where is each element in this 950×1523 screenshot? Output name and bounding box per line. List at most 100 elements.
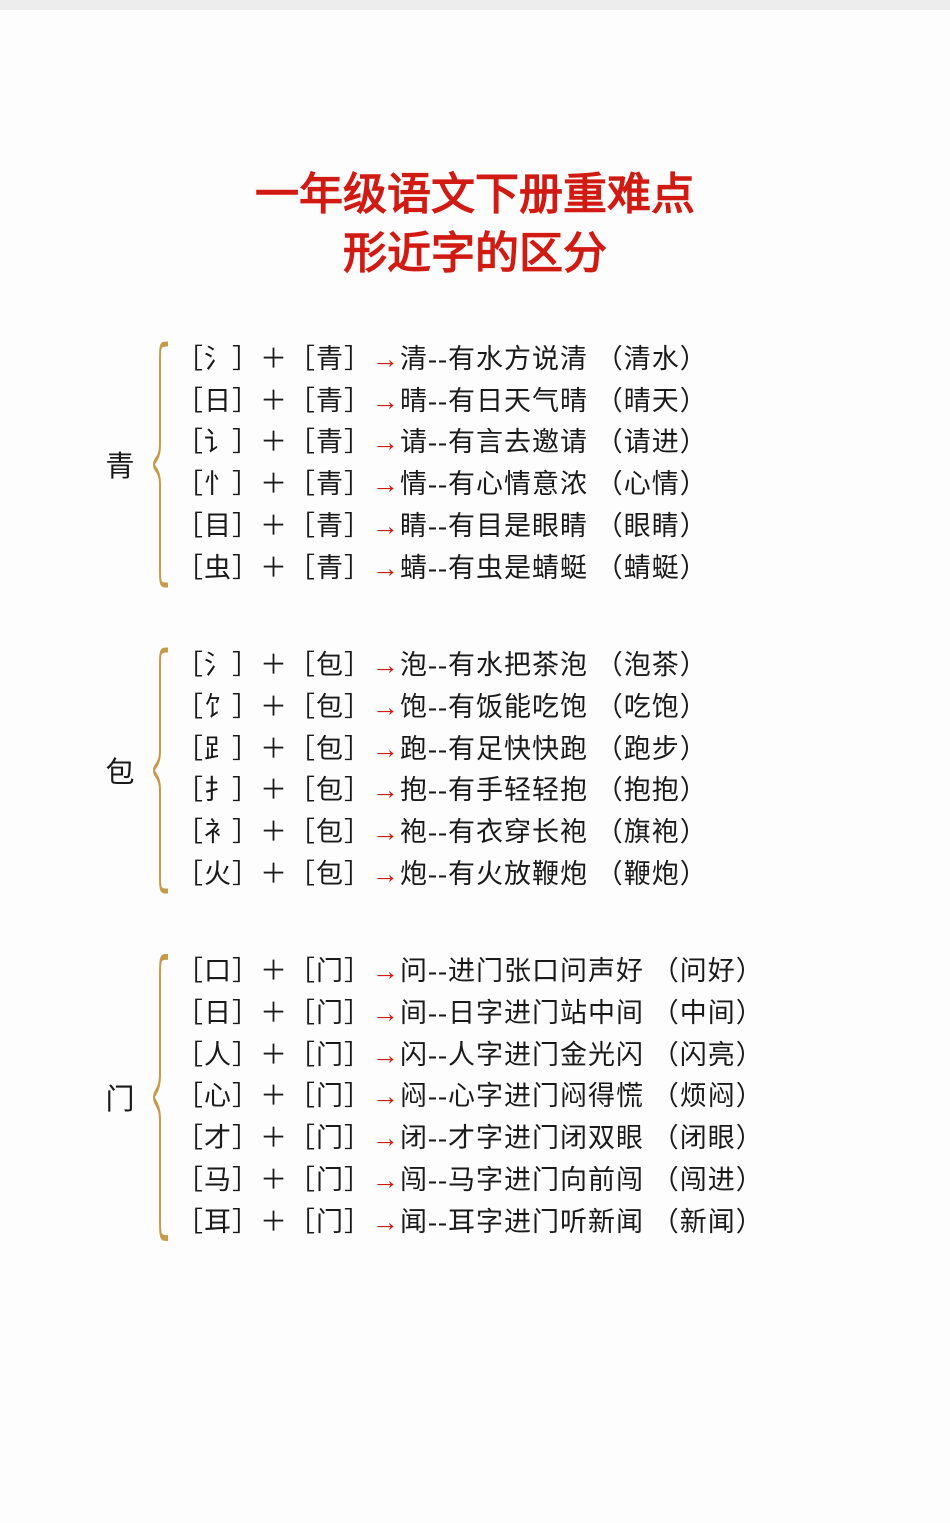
mnemonic-phrase: 进门张口问声好 — [448, 956, 644, 986]
char-row: ［⻊］＋［包］→跑--有足快快跑 （跑步） — [176, 729, 708, 771]
result-char: 闪 — [400, 1040, 428, 1070]
mnemonic-phrase: 有目是眼睛 — [448, 511, 588, 541]
arrow-icon: → — [372, 427, 400, 457]
base-char: 青 — [316, 511, 344, 541]
example-word: （抱抱） — [596, 775, 708, 805]
radical: 忄 — [204, 469, 232, 499]
title-line-1: 一年级语文下册重难点 — [80, 165, 870, 224]
example-word: （闪亮） — [652, 1040, 764, 1070]
arrow-icon: → — [372, 511, 400, 541]
arrow-icon: → — [372, 859, 400, 889]
result-char: 炮 — [400, 859, 428, 889]
top-bar — [0, 0, 950, 10]
radical: 人 — [204, 1040, 232, 1070]
base-char: 门 — [316, 1207, 344, 1237]
char-row: ［火］＋［包］→炮--有火放鞭炮 （鞭炮） — [176, 854, 708, 896]
example-word: （晴天） — [596, 386, 708, 416]
result-char: 情 — [400, 469, 428, 499]
arrow-icon: → — [372, 650, 400, 680]
char-row: ［日］＋［门］→间--日字进门站中间 （中间） — [176, 993, 764, 1035]
example-word: （跑步） — [596, 734, 708, 764]
result-char: 蜻 — [400, 553, 428, 583]
mnemonic-phrase: 人字进门金光闪 — [448, 1040, 644, 1070]
mnemonic-phrase: 马字进门向前闯 — [448, 1165, 644, 1195]
mnemonic-phrase: 耳字进门听新闻 — [448, 1207, 644, 1237]
char-row: ［饣］＋［包］→饱--有饭能吃饱 （吃饱） — [176, 687, 708, 729]
char-row: ［口］＋［门］→问--进门张口问声好 （问好） — [176, 951, 764, 993]
example-word: （请进） — [596, 427, 708, 457]
base-char: 门 — [316, 1165, 344, 1195]
result-char: 跑 — [400, 734, 428, 764]
page: 一年级语文下册重难点 形近字的区分 青 ［氵］＋［青］→清--有水方说清 （清水… — [0, 10, 950, 1244]
base-char: 青 — [316, 386, 344, 416]
radical: 耳 — [204, 1207, 232, 1237]
arrow-icon: → — [372, 1123, 400, 1153]
char-row: ［人］＋［门］→闪--人字进门金光闪 （闪亮） — [176, 1035, 764, 1077]
result-char: 间 — [400, 998, 428, 1028]
base-char: 门 — [316, 1081, 344, 1111]
page-title: 一年级语文下册重难点 形近字的区分 — [80, 165, 870, 284]
group-label: 青 — [90, 443, 150, 485]
radical: ⻊ — [204, 734, 232, 764]
arrow-icon: → — [372, 956, 400, 986]
group-青: 青 ［氵］＋［青］→清--有水方说清 （清水）［日］＋［青］→晴--有日天气晴 … — [90, 339, 870, 590]
mnemonic-phrase: 心字进门闷得慌 — [448, 1081, 644, 1111]
mnemonic-phrase: 有心情意浓 — [448, 469, 588, 499]
radical: 心 — [204, 1081, 232, 1111]
radical: 口 — [204, 956, 232, 986]
arrow-icon: → — [372, 469, 400, 499]
char-row: ［目］＋［青］→睛--有目是眼睛 （眼睛） — [176, 506, 708, 548]
curly-brace-icon — [152, 951, 170, 1244]
result-char: 袍 — [400, 817, 428, 847]
char-row: ［才］＋［门］→闭--才字进门闭双眼 （闭眼） — [176, 1118, 764, 1160]
example-word: （中间） — [652, 998, 764, 1028]
result-char: 闯 — [400, 1165, 428, 1195]
radical: 衤 — [204, 817, 232, 847]
arrow-icon: → — [372, 734, 400, 764]
radical: 马 — [204, 1165, 232, 1195]
mnemonic-phrase: 有水方说清 — [448, 344, 588, 374]
result-char: 问 — [400, 956, 428, 986]
arrow-icon: → — [372, 1165, 400, 1195]
radical: 饣 — [204, 692, 232, 722]
base-char: 门 — [316, 1123, 344, 1153]
mnemonic-phrase: 有足快快跑 — [448, 734, 588, 764]
result-char: 闷 — [400, 1081, 428, 1111]
base-char: 包 — [316, 775, 344, 805]
char-row: ［耳］＋［门］→闻--耳字进门听新闻 （新闻） — [176, 1202, 764, 1244]
arrow-icon: → — [372, 998, 400, 1028]
group-rows: ［氵］＋［青］→清--有水方说清 （清水）［日］＋［青］→晴--有日天气晴 （晴… — [176, 339, 708, 590]
curly-brace-icon — [152, 645, 170, 896]
mnemonic-phrase: 才字进门闭双眼 — [448, 1123, 644, 1153]
mnemonic-phrase: 有衣穿长袍 — [448, 817, 588, 847]
base-char: 青 — [316, 427, 344, 457]
result-char: 饱 — [400, 692, 428, 722]
content: 青 ［氵］＋［青］→清--有水方说清 （清水）［日］＋［青］→晴--有日天气晴 … — [80, 339, 870, 1244]
base-char: 青 — [316, 553, 344, 583]
example-word: （闯进） — [652, 1165, 764, 1195]
result-char: 闻 — [400, 1207, 428, 1237]
char-row: ［衤］＋［包］→袍--有衣穿长袍 （旗袍） — [176, 812, 708, 854]
arrow-icon: → — [372, 344, 400, 374]
base-char: 青 — [316, 344, 344, 374]
mnemonic-phrase: 有虫是蜻蜓 — [448, 553, 588, 583]
radical: 氵 — [204, 650, 232, 680]
title-line-2: 形近字的区分 — [80, 224, 870, 283]
base-char: 门 — [316, 1040, 344, 1070]
base-char: 包 — [316, 817, 344, 847]
base-char: 门 — [316, 998, 344, 1028]
char-row: ［心］＋［门］→闷--心字进门闷得慌 （烦闷） — [176, 1076, 764, 1118]
result-char: 闭 — [400, 1123, 428, 1153]
example-word: （眼睛） — [596, 511, 708, 541]
char-row: ［日］＋［青］→晴--有日天气晴 （晴天） — [176, 381, 708, 423]
char-row: ［氵］＋［青］→清--有水方说清 （清水） — [176, 339, 708, 381]
example-word: （吃饱） — [596, 692, 708, 722]
arrow-icon: → — [372, 692, 400, 722]
radical: 虫 — [204, 553, 232, 583]
group-门: 门 ［口］＋［门］→问--进门张口问声好 （问好）［日］＋［门］→间--日字进门… — [90, 951, 870, 1244]
example-word: （新闻） — [652, 1207, 764, 1237]
group-rows: ［口］＋［门］→问--进门张口问声好 （问好）［日］＋［门］→间--日字进门站中… — [176, 951, 764, 1244]
arrow-icon: → — [372, 386, 400, 416]
char-row: ［虫］＋［青］→蜻--有虫是蜻蜓 （蜻蜓） — [176, 548, 708, 590]
arrow-icon: → — [372, 817, 400, 847]
